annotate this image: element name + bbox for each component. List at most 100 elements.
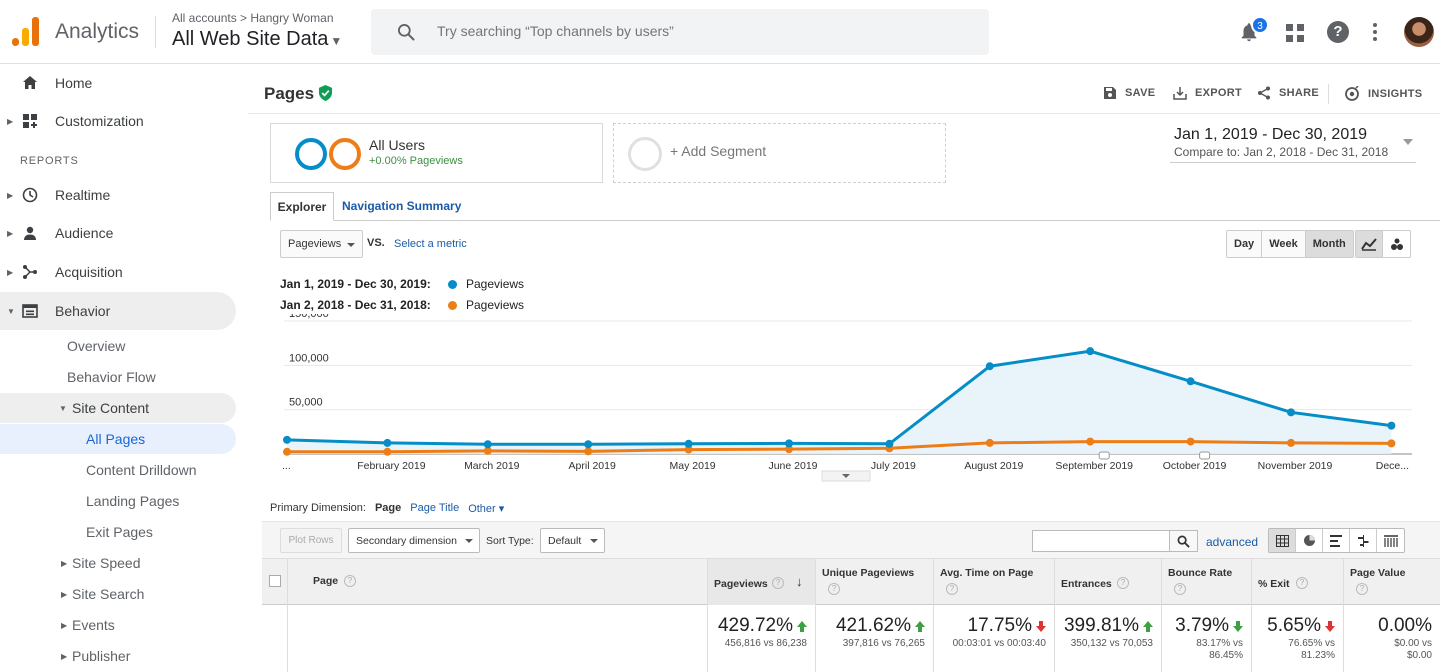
performance-view-button[interactable] (1323, 529, 1350, 552)
bubble-chart-icon (1390, 238, 1403, 250)
tab-explorer[interactable]: Explorer (270, 192, 334, 221)
view-selector[interactable]: All Web Site Data ▼ (172, 28, 342, 51)
expand-arrow-icon: ▶ (7, 228, 14, 238)
apps-grid-icon[interactable] (1286, 24, 1304, 42)
sidebar-item-all-pages[interactable]: All Pages (0, 424, 236, 454)
column-header-pageviews[interactable]: Pageviews? ↓ (708, 559, 816, 605)
tab-navigation-summary[interactable]: Navigation Summary (342, 199, 462, 213)
add-segment-button[interactable]: + Add Segment (613, 123, 946, 183)
help-tooltip-icon[interactable]: ? (946, 583, 958, 595)
column-header-avg-time[interactable]: Avg. Time on Page? (934, 559, 1055, 605)
help-tooltip-icon[interactable]: ? (344, 575, 356, 587)
share-button[interactable]: SHARE (1257, 86, 1319, 100)
select-all-checkbox[interactable] (269, 575, 281, 587)
day-button[interactable]: Day (1227, 231, 1263, 257)
search-input[interactable] (437, 23, 937, 39)
sidebar-item-site-content[interactable]: ▼ Site Content (0, 393, 236, 423)
sidebar-item-customization[interactable]: ▶ Customization (0, 102, 236, 140)
comparison-current: 83.17% vs (1196, 638, 1243, 649)
sidebar-item-home[interactable]: Home (0, 64, 236, 102)
sidebar-item-behavior[interactable]: ▼ Behavior (0, 292, 236, 330)
help-tooltip-icon[interactable]: ? (1356, 583, 1368, 595)
divider (262, 521, 1440, 522)
series-area-current (287, 351, 1392, 454)
collapse-arrow-icon: ▼ (7, 306, 15, 316)
sidebar-item-realtime[interactable]: ▶ Realtime (0, 176, 236, 214)
table-search-input[interactable] (1032, 530, 1170, 552)
search-box[interactable] (371, 9, 989, 55)
month-button[interactable]: Month (1305, 231, 1353, 257)
search-icon (398, 24, 415, 41)
sort-type-dropdown[interactable]: Default (540, 528, 605, 553)
help-tooltip-icon[interactable]: ? (772, 577, 784, 589)
view-name: All Web Site Data (172, 28, 329, 50)
help-tooltip-icon[interactable]: ? (828, 583, 840, 595)
column-header-page[interactable]: Page? (288, 559, 708, 605)
sidebar-item-overview[interactable]: Overview (0, 331, 236, 361)
behavior-icon (22, 304, 38, 318)
secondary-dimension-dropdown[interactable]: Secondary dimension (348, 528, 480, 553)
sidebar-item-landing-pages[interactable]: Landing Pages (0, 486, 236, 516)
sidebar-item-acquisition[interactable]: ▶ Acquisition (0, 253, 236, 291)
legend-current: Jan 1, 2019 - Dec 30, 2019: Pageviews (280, 277, 524, 291)
export-button[interactable]: EXPORT (1173, 86, 1242, 100)
help-tooltip-icon[interactable]: ? (1296, 577, 1308, 589)
sidebar-item-label: Realtime (55, 187, 111, 203)
column-header-bounce-rate[interactable]: Bounce Rate? (1162, 559, 1252, 605)
x-tick-label: May 2019 (670, 460, 716, 472)
pivot-view-button[interactable] (1377, 529, 1404, 552)
x-tick-label: July 2019 (871, 460, 916, 472)
compare-range[interactable]: Compare to: Jan 2, 2018 - Dec 31, 2018 (1174, 145, 1388, 159)
metric-dropdown[interactable]: Pageviews (280, 230, 363, 258)
week-button[interactable]: Week (1262, 231, 1306, 257)
dimension-page-title[interactable]: Page Title (410, 502, 460, 514)
sidebar-item-label: Home (55, 75, 93, 91)
table-search-button[interactable] (1170, 530, 1198, 552)
save-button[interactable]: SAVE (1103, 86, 1155, 100)
plot-rows-button[interactable]: Plot Rows (280, 528, 342, 553)
column-title: Page Value (1350, 567, 1406, 579)
dimension-page[interactable]: Page (374, 502, 402, 514)
x-tick-label: March 2019 (464, 460, 520, 472)
more-vert-icon[interactable] (1370, 22, 1380, 42)
sidebar-item-exit-pages[interactable]: Exit Pages (0, 517, 236, 547)
product-name[interactable]: Analytics (55, 20, 140, 43)
divider (1170, 162, 1416, 163)
sidebar-item-publisher[interactable]: ▶ Publisher (0, 641, 236, 671)
pageviews-chart[interactable]: 150,000 100,000 50,000... February 2019 Marc… (262, 314, 1422, 484)
comparison-values: 00:03:01 vs 00:03:40 (952, 638, 1046, 649)
analytics-logo[interactable] (12, 16, 40, 46)
select-metric-link[interactable]: Select a metric (394, 238, 467, 250)
motion-chart-button[interactable] (1383, 231, 1410, 257)
sidebar-item-content-drilldown[interactable]: Content Drilldown (0, 455, 236, 485)
sidebar-item-site-speed[interactable]: ▶ Site Speed (0, 548, 236, 578)
column-header-exit[interactable]: % Exit? (1252, 559, 1344, 605)
sidebar-item-audience[interactable]: ▶ Audience (0, 214, 236, 252)
sidebar-item-site-search[interactable]: ▶ Site Search (0, 579, 236, 609)
data-view-button[interactable] (1269, 529, 1296, 552)
chevron-down-icon[interactable] (1403, 139, 1413, 145)
help-tooltip-icon[interactable]: ? (1117, 577, 1129, 589)
advanced-filter-link[interactable]: advanced (1206, 535, 1259, 549)
percentage-view-button[interactable] (1296, 529, 1323, 552)
data-point-current (985, 362, 994, 371)
x-tick-label: June 2019 (768, 460, 817, 472)
sidebar-item-behavior-flow[interactable]: Behavior Flow (0, 362, 236, 392)
column-header-page-value[interactable]: Page Value? (1344, 559, 1440, 605)
sidebar-item-events[interactable]: ▶ Events (0, 610, 236, 640)
segment-all-users[interactable]: All Users +0.00% Pageviews (270, 123, 603, 183)
comparison-view-button[interactable] (1350, 529, 1377, 552)
dimension-other[interactable]: Other ▾ (468, 503, 505, 515)
help-icon[interactable]: ? (1327, 21, 1349, 43)
date-range[interactable]: Jan 1, 2019 - Dec 30, 2019 (1174, 126, 1368, 143)
column-header-entrances[interactable]: Entrances? (1055, 559, 1162, 605)
insights-button[interactable]: INSIGHTS (1344, 86, 1422, 102)
compare-dates: Jan 2, 2018 - Dec 31, 2018 (1243, 145, 1389, 159)
avatar[interactable] (1404, 17, 1434, 47)
comparison-icon (1357, 534, 1368, 547)
account-breadcrumb[interactable]: All accounts > Hangry Woman (172, 11, 334, 25)
column-header-unique-pageviews[interactable]: Unique Pageviews? (816, 559, 934, 605)
column-title: Avg. Time on Page (940, 567, 1034, 579)
line-chart-button[interactable] (1356, 231, 1384, 257)
help-tooltip-icon[interactable]: ? (1174, 583, 1186, 595)
